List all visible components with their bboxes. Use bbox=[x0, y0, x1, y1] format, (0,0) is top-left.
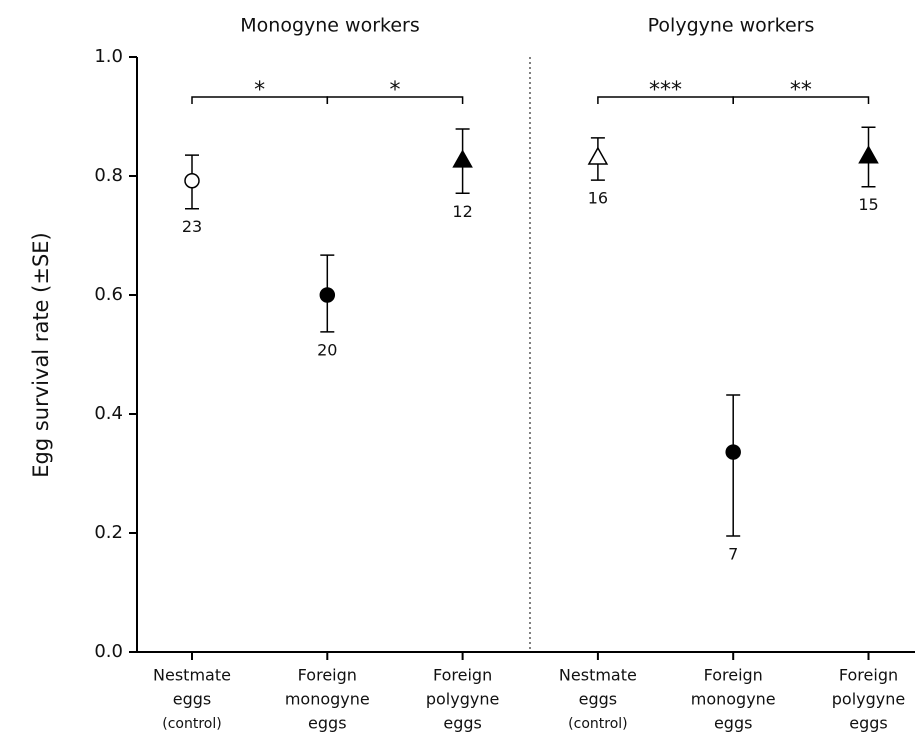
point bbox=[725, 444, 741, 460]
x-tick-label: polygyne bbox=[832, 690, 905, 709]
point bbox=[587, 146, 609, 165]
sample-size: 12 bbox=[452, 202, 472, 221]
significance-label: ** bbox=[790, 78, 812, 103]
x-tick-label: monogyne bbox=[691, 690, 776, 709]
bracket bbox=[732, 96, 870, 104]
y-tick-label: 0.2 bbox=[94, 522, 123, 543]
y-tick-label: 0.6 bbox=[94, 284, 123, 305]
sample-size: 16 bbox=[588, 189, 608, 208]
x-tick-label: eggs bbox=[849, 714, 888, 733]
significance-label: *** bbox=[649, 78, 682, 103]
point bbox=[452, 149, 473, 168]
x-tick-label: polygyne bbox=[426, 690, 499, 709]
significance-label: * bbox=[254, 78, 265, 103]
panel-title: Polygyne workers bbox=[648, 15, 815, 37]
x-tick-label: (control) bbox=[162, 716, 221, 732]
point bbox=[858, 145, 879, 164]
y-tick-label: 0.4 bbox=[94, 403, 123, 424]
x-tick-label: Foreign bbox=[704, 666, 763, 685]
sample-size: 20 bbox=[317, 340, 337, 359]
x-tick-label: Nestmate bbox=[153, 666, 231, 685]
x-tick-label: eggs bbox=[173, 690, 212, 709]
sample-size: 15 bbox=[858, 195, 878, 214]
x-tick-label: eggs bbox=[714, 714, 753, 733]
x-tick-label: Nestmate bbox=[559, 666, 637, 685]
y-tick-label: 1.0 bbox=[94, 46, 123, 67]
point bbox=[184, 173, 200, 189]
sample-size: 23 bbox=[182, 217, 202, 236]
x-tick-label: eggs bbox=[579, 690, 618, 709]
point bbox=[319, 287, 336, 303]
bracket bbox=[326, 96, 464, 104]
significance-label: * bbox=[389, 78, 400, 103]
y-axis-label: Egg survival rate (±SE) bbox=[29, 232, 53, 477]
sample-size: 7 bbox=[728, 544, 738, 563]
y-tick-label: 0.0 bbox=[94, 641, 123, 662]
x-tick-label: Foreign bbox=[433, 666, 492, 685]
x-tick-label: monogyne bbox=[285, 690, 370, 709]
error-bar bbox=[726, 394, 741, 537]
x-tick-label: eggs bbox=[308, 714, 347, 733]
x-tick-label: Foreign bbox=[298, 666, 357, 685]
x-tick-label: Foreign bbox=[839, 666, 898, 685]
panel-title: Monogyne workers bbox=[240, 15, 419, 37]
x-tick-label: (control) bbox=[568, 716, 627, 732]
x-tick-label: eggs bbox=[443, 714, 482, 733]
y-tick-label: 0.8 bbox=[94, 165, 123, 186]
